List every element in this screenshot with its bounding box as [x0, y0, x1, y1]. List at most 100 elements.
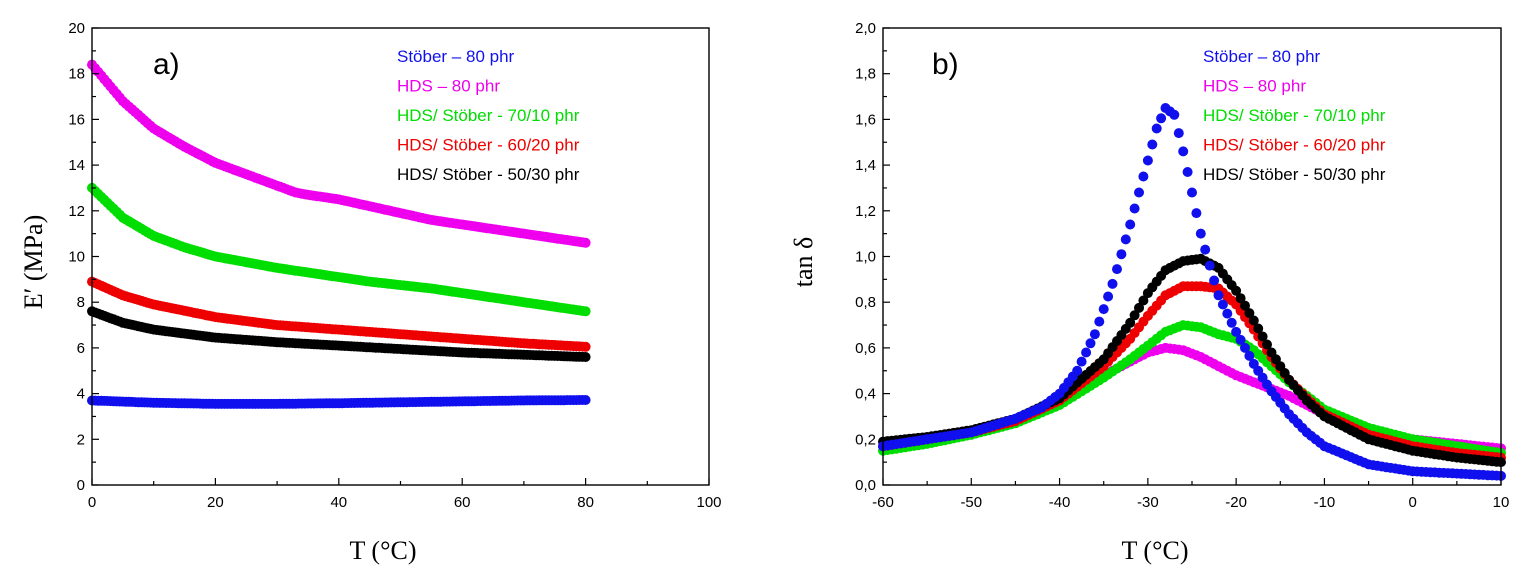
x-tick-label: 0: [88, 494, 96, 511]
x-tick-label: -60: [872, 494, 894, 511]
data-point: [1244, 308, 1255, 319]
data-point: [1089, 329, 1100, 340]
y-tick-label: 8: [77, 294, 85, 311]
chart-b-data-layer: [878, 103, 1506, 481]
data-point: [1257, 331, 1268, 342]
x-tick-label: 0: [1409, 494, 1417, 511]
x-tick-label: 60: [454, 494, 471, 511]
y-tick-label: 18: [68, 66, 85, 83]
data-point: [1187, 187, 1197, 198]
y-tick-label: 1,4: [855, 157, 876, 174]
y-tick-label: 2,0: [855, 20, 876, 37]
data-point: [580, 306, 591, 317]
x-tick-label: 80: [577, 494, 594, 511]
data-point: [1213, 290, 1224, 301]
chart-a-legend: Stöber – 80 phr HDS – 80 phr HDS/ Stöber -…: [397, 47, 580, 184]
chart-b-panel-label: b): [932, 48, 959, 81]
x-tick-label: -40: [1049, 494, 1071, 511]
data-point: [1235, 293, 1246, 304]
data-point: [1151, 123, 1162, 134]
x-tick-label: -50: [960, 494, 982, 511]
data-point: [1204, 260, 1215, 271]
chart-panel-b: -60 -50 -40 -30 -20 -10 0 10 0,0 0,2 0,4 0,6 0,8 1,0 1…: [789, 20, 1509, 565]
x-tick-label: 100: [696, 494, 721, 511]
data-point: [1138, 295, 1149, 306]
data-point: [1076, 356, 1087, 367]
chart-a-frame: [91, 27, 710, 486]
data-point: [1142, 155, 1153, 166]
legend-entry: HDS/ Stöber - 60/20 phr: [1203, 136, 1386, 155]
data-point: [1248, 315, 1259, 326]
data-point: [1134, 302, 1144, 313]
legend-entry: HDS/ Stöber - 60/20 phr: [397, 136, 580, 155]
data-point: [1116, 249, 1127, 260]
chart-b-legend: Stöber – 80 phr HDS – 80 phr HDS/ Stöber -…: [1203, 47, 1386, 184]
data-point: [580, 237, 591, 248]
data-point: [1200, 244, 1211, 255]
data-point: [580, 341, 591, 352]
series-3: [87, 182, 591, 317]
y-tick-label: 14: [68, 157, 85, 174]
data-point: [1231, 326, 1242, 337]
series-2: [87, 59, 591, 248]
data-point: [1240, 300, 1250, 311]
data-point: [1173, 128, 1184, 139]
data-point: [1120, 234, 1131, 245]
y-tick-label: 0,0: [855, 477, 876, 494]
data-point: [1125, 317, 1136, 328]
legend-entry: Stöber – 80 phr: [1203, 47, 1321, 66]
data-point: [1191, 208, 1202, 219]
chart-a-x-axis-title: T (°C): [350, 536, 417, 565]
data-point: [1226, 317, 1237, 328]
x-tick-label: -10: [1314, 494, 1336, 511]
data-point: [1112, 264, 1122, 275]
chart-a-panel-label: a): [153, 48, 180, 81]
y-tick-label: 2: [77, 431, 85, 448]
legend-entry: HDS/ Stöber - 70/10 phr: [1203, 106, 1386, 125]
data-point: [1195, 228, 1206, 239]
y-tick-label: 12: [68, 203, 85, 220]
series-1: [87, 395, 591, 409]
series-5: [878, 103, 1506, 481]
data-point: [1253, 323, 1264, 334]
data-point: [1222, 308, 1233, 319]
legend-entry: HDS – 80 phr: [1203, 77, 1306, 96]
x-tick-label: 10: [1493, 494, 1510, 511]
y-tick-label: 1,0: [855, 249, 876, 266]
data-point: [1240, 342, 1250, 353]
y-tick-label: 1,6: [855, 111, 876, 128]
y-tick-label: 10: [68, 249, 85, 266]
data-point: [1209, 275, 1220, 286]
data-point: [1235, 334, 1246, 345]
data-point: [1129, 310, 1140, 321]
data-point: [1231, 285, 1242, 296]
data-point: [1125, 219, 1136, 230]
x-tick-label: -20: [1225, 494, 1247, 511]
chart-b-x-axis-title: T (°C): [1122, 536, 1189, 565]
y-tick-label: 6: [77, 340, 85, 357]
data-point: [580, 395, 591, 405]
y-tick-label: 0,6: [855, 340, 876, 357]
x-tick-label: -30: [1137, 494, 1159, 511]
y-tick-label: 4: [77, 386, 85, 403]
legend-entry: HDS/ Stöber - 70/10 phr: [397, 106, 580, 125]
data-point: [1107, 278, 1118, 289]
y-tick-label: 1,8: [855, 66, 876, 83]
y-tick-label: 0: [77, 477, 85, 494]
data-point: [1094, 316, 1105, 327]
data-point: [1178, 146, 1189, 157]
y-tick-label: 0,4: [855, 386, 876, 403]
series-4: [87, 276, 591, 352]
data-point: [1103, 291, 1114, 302]
data-point: [1169, 109, 1180, 120]
legend-entry: HDS – 80 phr: [397, 77, 500, 96]
data-point: [1138, 171, 1149, 182]
chart-a-ticks: 0 20 40 60 80 100 0 2 4 6 8 10 12 14 16 18 20: [68, 20, 721, 511]
y-tick-label: 16: [68, 111, 85, 128]
x-tick-label: 20: [207, 494, 224, 511]
legend-entry: Stöber – 80 phr: [397, 47, 515, 66]
legend-entry: HDS/ Stöber - 50/30 phr: [397, 165, 580, 184]
x-tick-label: 40: [330, 494, 347, 511]
data-point: [1182, 167, 1193, 177]
